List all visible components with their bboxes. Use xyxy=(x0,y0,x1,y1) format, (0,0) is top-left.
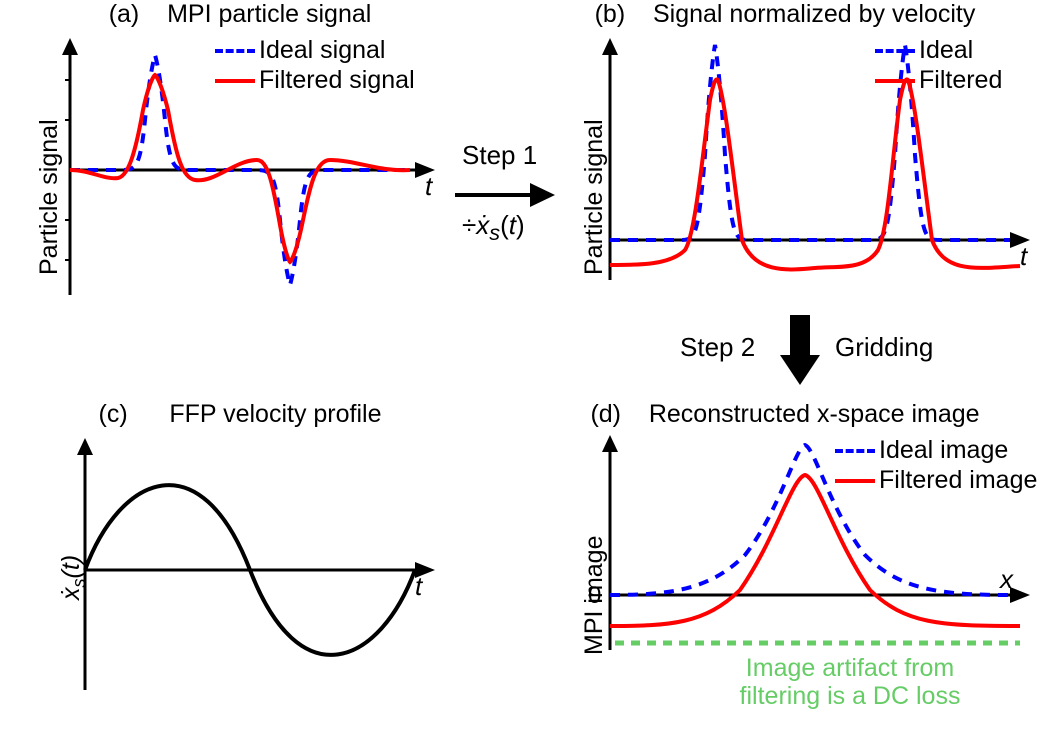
panel-d-legend: Ideal image Filtered image xyxy=(835,435,1037,495)
svg-text:t: t xyxy=(425,171,434,201)
panel-a-legend: Ideal signal Filtered signal xyxy=(215,35,415,95)
panel-a: (a) MPI particle signal Particle signal … xyxy=(10,0,470,310)
svg-text:t: t xyxy=(415,571,424,601)
panel-b-legend: Ideal Filtered xyxy=(875,35,1002,95)
svg-text:t: t xyxy=(1020,241,1029,271)
panel-d: (d) Reconstructed x-space image MPI imag… xyxy=(530,400,1040,740)
panel-c-plot: t xyxy=(10,400,470,700)
step2-arrow: Step 2 Gridding xyxy=(680,310,920,390)
step2-label-left: Step 2 xyxy=(680,332,755,363)
step1-label-bottom: ÷ẋs(t) xyxy=(462,210,525,246)
panel-b: (b) Signal normalized by velocity Partic… xyxy=(530,0,1040,310)
panel-d-filtered-curve xyxy=(610,475,1020,626)
step2-label-right: Gridding xyxy=(835,332,933,363)
svg-text:x: x xyxy=(998,564,1014,594)
step1-label-top: Step 1 xyxy=(462,140,537,171)
svg-text:0: 0 xyxy=(588,582,601,609)
panel-d-artifact-label: Image artifact fromfiltering is a DC los… xyxy=(680,655,1020,710)
panel-c: (c) FFP velocity profile ẋs(t) t xyxy=(10,400,470,700)
